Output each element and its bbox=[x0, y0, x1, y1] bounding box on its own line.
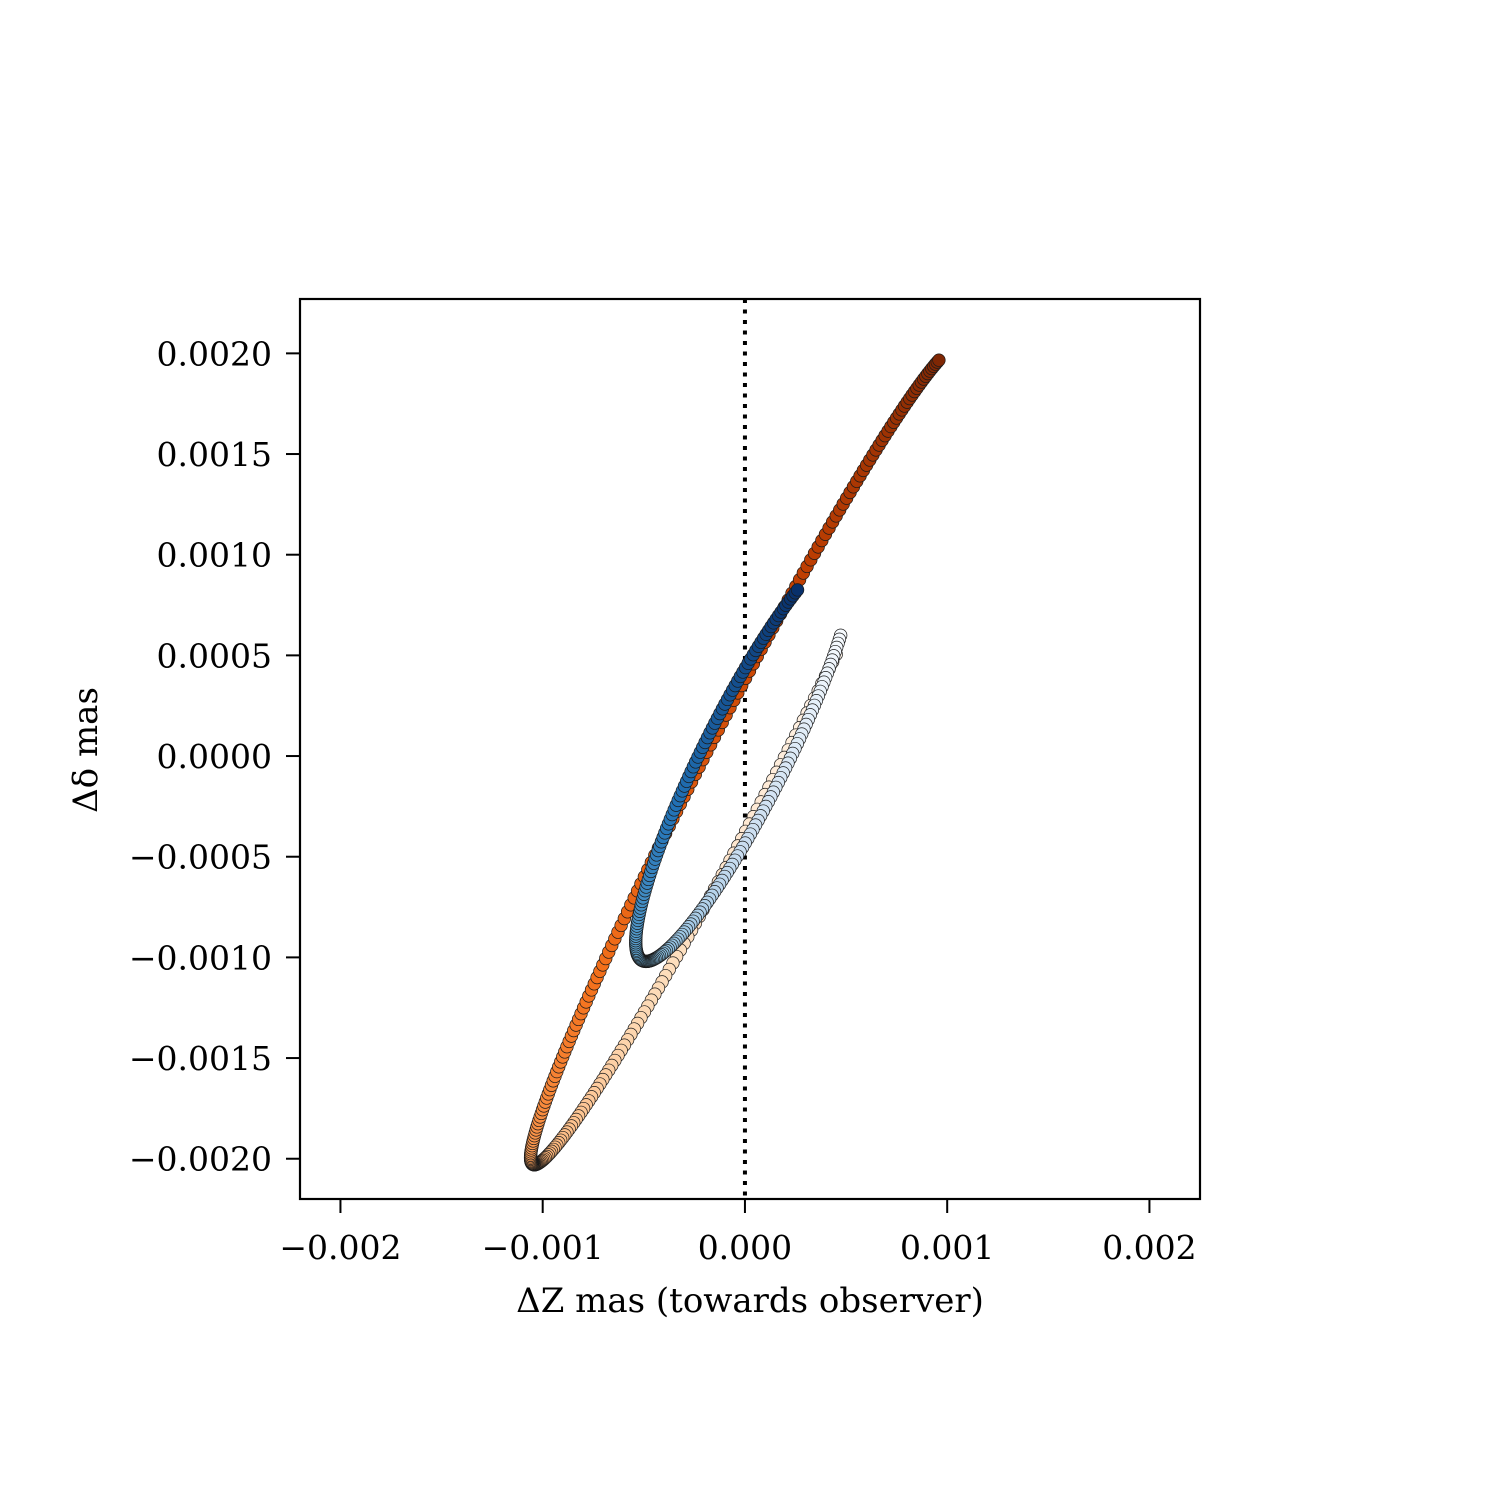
data-point bbox=[790, 583, 805, 597]
x-tick-label: −0.001 bbox=[482, 1228, 604, 1267]
y-tick-label: 0.0015 bbox=[157, 435, 272, 474]
x-axis: −0.002 −0.001 0.000 0.001 0.002 bbox=[279, 1199, 1197, 1267]
y-tick-label: 0.0000 bbox=[157, 737, 272, 776]
x-tick-label: 0.000 bbox=[698, 1228, 792, 1267]
x-axis-label: ΔZ mas (towards observer) bbox=[516, 1281, 984, 1321]
y-tick-label: −0.0020 bbox=[129, 1140, 272, 1179]
y-tick-label: 0.0020 bbox=[157, 334, 272, 373]
y-tick-label: −0.0005 bbox=[129, 838, 272, 877]
y-axis-label: Δδ mas bbox=[66, 687, 106, 813]
y-tick-label: 0.0005 bbox=[157, 636, 272, 675]
x-tick-label: 0.002 bbox=[1102, 1228, 1196, 1267]
plot-background bbox=[300, 299, 1200, 1199]
y-tick-label: −0.0010 bbox=[129, 938, 272, 977]
data-point bbox=[932, 353, 946, 367]
plot-frame bbox=[298, 297, 1202, 1201]
scatter-points bbox=[523, 353, 946, 1172]
series-blues bbox=[629, 583, 848, 969]
x-tick-label: −0.002 bbox=[279, 1228, 401, 1267]
x-tick-label: 0.001 bbox=[900, 1228, 994, 1267]
y-tick-label: 0.0010 bbox=[157, 536, 272, 575]
y-tick-label: −0.0015 bbox=[129, 1039, 272, 1078]
y-axis: −0.0020 −0.0015 −0.0010 −0.0005 0.0000 0.0005… bbox=[129, 334, 300, 1179]
axes-frame bbox=[298, 297, 1202, 1201]
plot-area bbox=[300, 299, 1200, 1199]
